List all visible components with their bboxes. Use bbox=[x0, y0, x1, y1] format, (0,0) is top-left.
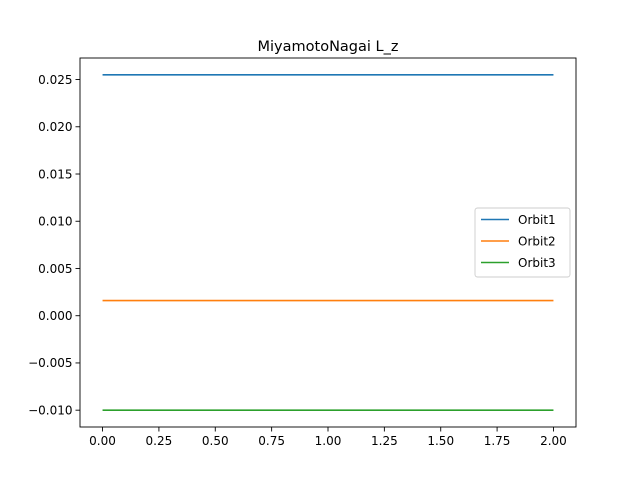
x-tick-label: 0.00 bbox=[89, 434, 116, 448]
y-tick-label: 0.020 bbox=[38, 120, 72, 134]
x-tick-label: 1.75 bbox=[484, 434, 511, 448]
y-tick-label: 0.010 bbox=[38, 215, 72, 229]
x-tick-label: 0.25 bbox=[146, 434, 173, 448]
legend-label-orbit1: Orbit1 bbox=[518, 213, 556, 227]
legend-label-orbit2: Orbit2 bbox=[518, 234, 556, 248]
x-axis: 0.00 0.25 0.50 0.75 1.00 1.25 1.50 1.75 2.00 bbox=[89, 427, 567, 448]
y-tick-label: −0.005 bbox=[28, 356, 72, 370]
y-tick-label: 0.000 bbox=[38, 309, 72, 323]
y-tick-label: 0.015 bbox=[38, 167, 72, 181]
x-tick-label: 1.00 bbox=[315, 434, 342, 448]
x-tick-label: 1.25 bbox=[371, 434, 398, 448]
legend: Orbit1 Orbit2 Orbit3 bbox=[474, 207, 571, 278]
series-layer bbox=[102, 74, 554, 411]
x-tick-label: 0.75 bbox=[258, 434, 285, 448]
y-tick-label: −0.010 bbox=[28, 403, 72, 417]
x-tick-label: 1.50 bbox=[427, 434, 454, 448]
y-tick-label: 0.005 bbox=[38, 262, 72, 276]
chart-title: MiyamotoNagai L_z bbox=[258, 39, 399, 55]
x-tick-label: 0.50 bbox=[202, 434, 229, 448]
legend-label-orbit3: Orbit3 bbox=[518, 256, 556, 270]
x-tick-label: 2.00 bbox=[540, 434, 567, 448]
y-tick-label: 0.025 bbox=[38, 73, 72, 87]
y-axis: −0.010 −0.005 0.000 0.005 0.010 0.015 0.020 0.0… bbox=[28, 73, 80, 417]
legend-box bbox=[474, 207, 571, 278]
